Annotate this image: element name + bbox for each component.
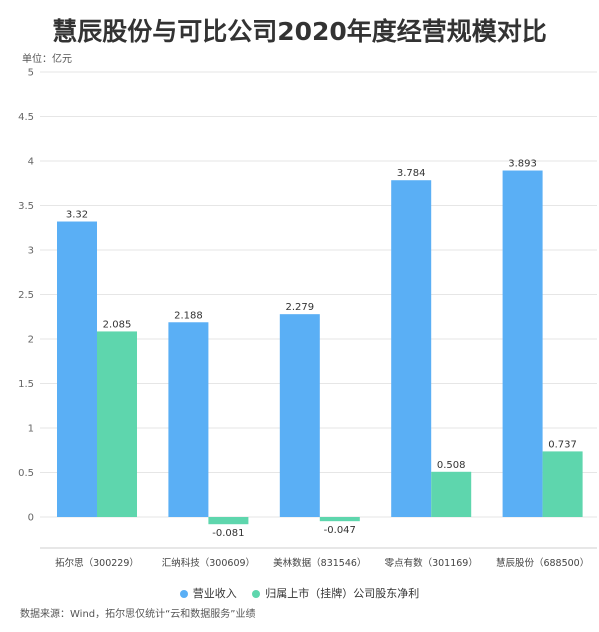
bar-revenue: [502, 170, 543, 517]
bar-revenue: [391, 180, 432, 517]
bar-chart: 0 0.5 1 1.5 2 2.5 3 3.5 4 4.5 5 3.32 2.188 2.279 3.784…: [18, 68, 597, 569]
y-tick-label: 3.5: [18, 201, 34, 212]
data-label-revenue: 2.279: [285, 302, 314, 313]
bar-revenue: [57, 221, 97, 517]
bar-net-profit: [431, 471, 472, 517]
data-label-net-profit: 0.508: [437, 460, 466, 471]
y-tick-label: 1: [28, 424, 34, 435]
x-tick-label: 零点有数（301169）: [385, 557, 478, 569]
bar-net-profit: [208, 517, 249, 525]
data-label-revenue: 3.32: [66, 210, 88, 221]
data-label-revenue: 2.188: [174, 310, 203, 321]
legend-item-revenue[interactable]: 营业收入: [179, 585, 237, 601]
chart-title: 慧辰股份与可比公司2020年度经营规模对比: [52, 17, 547, 46]
bar-net-profit: [542, 451, 583, 517]
legend-item-net-profit[interactable]: 归属上市（挂牌）公司股东净利: [252, 585, 419, 601]
y-tick-label: 3: [28, 246, 34, 257]
data-label-net-profit: 0.737: [548, 439, 577, 450]
data-label-revenue: 3.784: [397, 168, 426, 179]
x-tick-label: 慧辰股份（688500）: [496, 557, 589, 569]
legend: 营业收入 归属上市（挂牌）公司股东净利: [0, 585, 599, 601]
source-note: 数据来源：Wind，拓尔思仅统计“云和数据服务”业绩: [20, 609, 256, 620]
bar-revenue: [279, 314, 320, 517]
bar-net-profit: [97, 331, 137, 517]
legend-label-revenue: 营业收入: [192, 587, 237, 600]
x-tick-label: 拓尔思（300229）: [55, 557, 139, 569]
y-tick-label: 0: [28, 513, 34, 524]
x-tick-label: 美林数据（831546）: [273, 557, 366, 569]
y-tick-label: 4: [28, 157, 34, 168]
unit-label: 单位：亿元: [22, 54, 72, 65]
legend-label-net-profit: 归属上市（挂牌）公司股东净利: [265, 587, 420, 600]
y-tick-label: 1.5: [18, 379, 34, 390]
y-tick-label: 2.5: [18, 290, 34, 301]
y-tick-label: 2: [28, 335, 34, 346]
bar-net-profit: [319, 517, 360, 522]
data-label-net-profit: 2.085: [103, 319, 132, 330]
legend-swatch-net-profit: [252, 590, 261, 598]
y-tick-label: 5: [28, 68, 34, 79]
legend-swatch-revenue: [179, 590, 188, 598]
data-label-net-profit: -0.081: [212, 528, 244, 539]
y-tick-label: 4.5: [18, 112, 34, 123]
data-label-revenue: 3.893: [508, 159, 537, 170]
data-label-net-profit: -0.047: [324, 525, 356, 536]
x-tick-label: 汇纳科技（300609）: [162, 557, 255, 569]
y-tick-label: 0.5: [18, 468, 34, 479]
bar-revenue: [168, 322, 209, 517]
